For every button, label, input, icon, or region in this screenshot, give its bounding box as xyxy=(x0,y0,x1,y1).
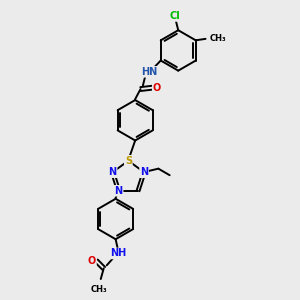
Text: CH₃: CH₃ xyxy=(210,34,226,43)
Text: N: N xyxy=(115,186,123,196)
Text: HN: HN xyxy=(141,67,157,77)
Text: S: S xyxy=(125,156,132,166)
Text: O: O xyxy=(153,82,161,93)
Text: N: N xyxy=(140,167,148,177)
Text: O: O xyxy=(88,256,96,266)
Text: NH: NH xyxy=(110,248,127,259)
Text: N: N xyxy=(109,167,117,177)
Text: Cl: Cl xyxy=(170,11,181,21)
Text: CH₃: CH₃ xyxy=(91,285,108,294)
